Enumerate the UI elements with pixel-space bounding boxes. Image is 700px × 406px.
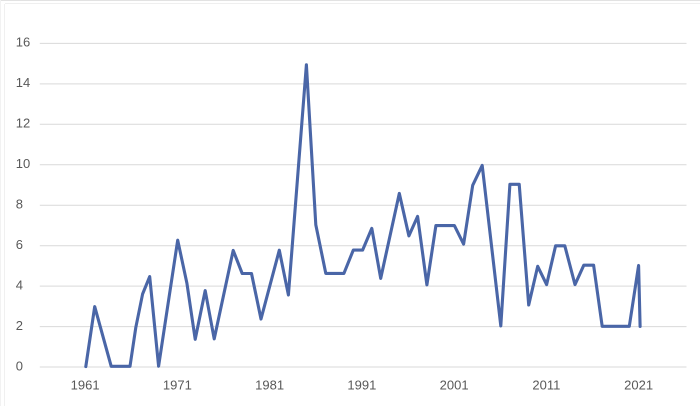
svg-text:10: 10 xyxy=(16,156,30,171)
svg-text:16: 16 xyxy=(16,35,30,50)
svg-text:0: 0 xyxy=(16,358,23,373)
svg-text:1981: 1981 xyxy=(255,377,284,392)
svg-text:2021: 2021 xyxy=(624,377,653,392)
svg-text:12: 12 xyxy=(16,116,30,131)
svg-text:2011: 2011 xyxy=(532,377,560,392)
svg-text:1991: 1991 xyxy=(347,377,376,392)
svg-text:1971: 1971 xyxy=(163,377,192,392)
svg-text:14: 14 xyxy=(16,75,30,90)
svg-text:1961: 1961 xyxy=(71,377,100,392)
svg-text:2001: 2001 xyxy=(440,377,469,392)
svg-text:4: 4 xyxy=(16,277,23,292)
svg-text:6: 6 xyxy=(16,237,23,252)
svg-text:2: 2 xyxy=(16,318,23,333)
svg-text:8: 8 xyxy=(16,197,23,212)
